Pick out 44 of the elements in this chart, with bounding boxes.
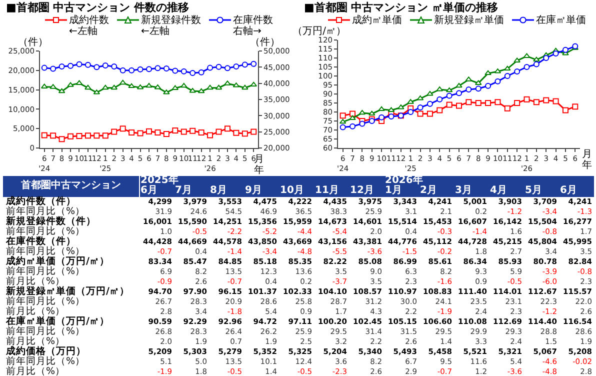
x-tick-label: 9月 bbox=[244, 176, 279, 196]
x-tick-label: 4月 bbox=[489, 176, 524, 196]
y-tick-label: 前年同月比（%） bbox=[5, 326, 86, 337]
y-tick-label: 前年同月比（%） bbox=[5, 296, 86, 307]
y-tick-label: 新規登録件数（件） bbox=[3, 216, 139, 227]
x-axis-title: 月年 bbox=[582, 149, 593, 171]
legend-label: 在庫件数 bbox=[233, 15, 273, 26]
y-tick-label: 前月比（%） bbox=[5, 336, 66, 347]
y-tick-label: 前年同月比（%） bbox=[6, 226, 86, 237]
x-axis-title: 月年 bbox=[254, 154, 265, 176]
text: ←左軸 bbox=[141, 26, 170, 37]
x-tick-label: 6月 bbox=[559, 176, 594, 196]
legend-label: 成約㎡単価 bbox=[352, 15, 402, 26]
text: ←左軸 bbox=[69, 26, 98, 37]
x-tick-label: 10月 bbox=[279, 176, 314, 196]
y-tick-label: 成約価格（万円） bbox=[3, 346, 139, 357]
chart-title: ■首都圏 中古マンション ㎡単価の推移 bbox=[303, 0, 500, 14]
x-tick-label: 12月 bbox=[349, 176, 384, 196]
y-tick-label: 成約件数（件） bbox=[3, 196, 139, 207]
y-tick-label: 前年同月比（%） bbox=[5, 266, 86, 277]
x-tick-label: 8月 bbox=[209, 176, 244, 196]
y-tick-label: 前月比（%） bbox=[5, 366, 66, 376]
x-tick-label: 11月 bbox=[314, 176, 349, 196]
y-tick-label: 前年同月比（%） bbox=[5, 206, 86, 217]
y-tick-label: 在庫件数（件） bbox=[3, 236, 139, 247]
y-axis-title: 首都圏中古マンション bbox=[3, 176, 139, 196]
y-tick-label: 成約㎡単価（万円/㎡） bbox=[3, 256, 139, 267]
x-tick-label: 5月 bbox=[524, 176, 559, 196]
legend-label: 新規登録件数 bbox=[141, 15, 201, 26]
y-tick-label: 前年同月比（%） bbox=[5, 356, 86, 367]
text: 右軸→ bbox=[233, 26, 262, 37]
x-tick-label: 3月 bbox=[454, 176, 489, 196]
y-tick-label: 在庫㎡単価（万円/㎡） bbox=[3, 316, 139, 327]
y-tick-label: 前月比（%） bbox=[6, 306, 66, 317]
y-tick-label: 前年同月比（%） bbox=[5, 246, 86, 257]
legend-label: 在庫㎡単価 bbox=[536, 15, 586, 26]
y-axis-title: （件） bbox=[18, 37, 48, 48]
legend-label: 成約件数 bbox=[69, 15, 109, 26]
y2-axis-title: （件） bbox=[250, 37, 280, 48]
y-axis-title: （万円/㎡） bbox=[292, 26, 346, 37]
legend-label: 新規登録㎡単価 bbox=[434, 15, 504, 26]
y-tick-label: 新規登録㎡単価（万円/㎡） bbox=[3, 286, 139, 297]
y-tick-label: 前月比（%） bbox=[5, 276, 66, 287]
chart-title: ■首都圏 中古マンション 件数の推移 bbox=[5, 0, 190, 14]
